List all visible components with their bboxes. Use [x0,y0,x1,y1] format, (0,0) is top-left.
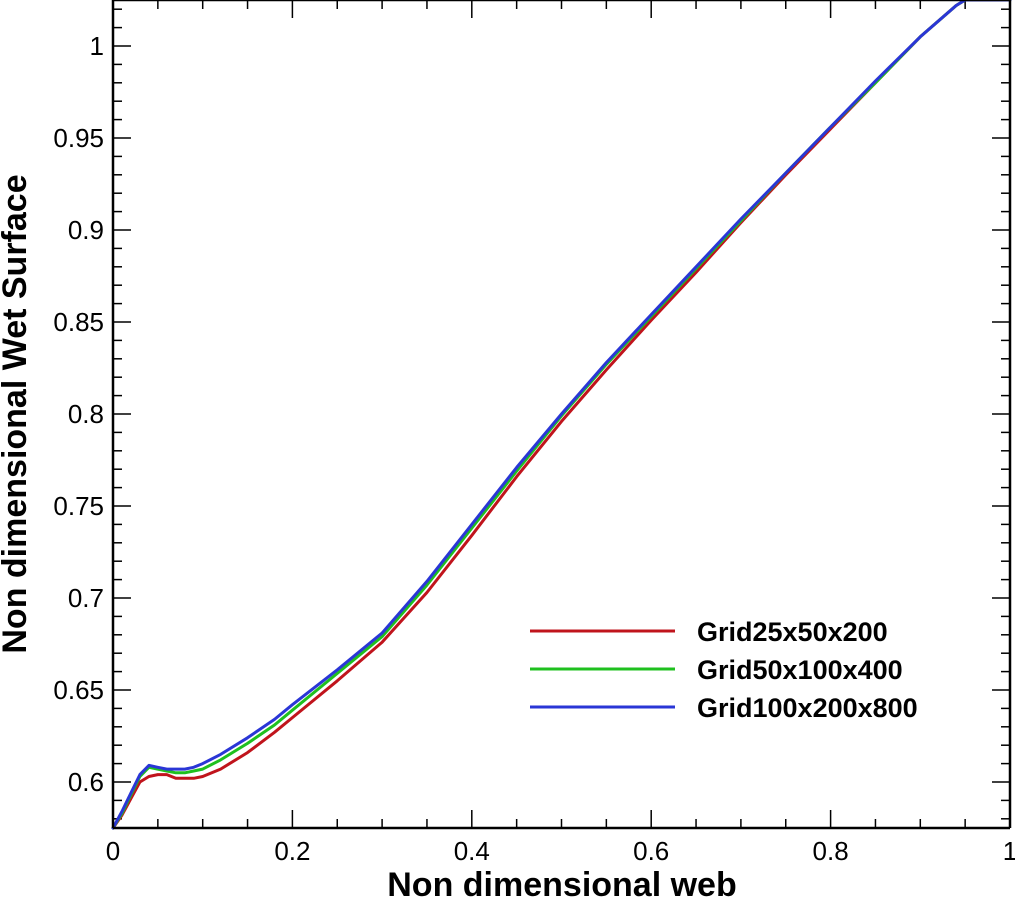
legend-label: Grid100x200x800 [697,693,918,723]
tick-marks [112,0,1011,828]
x-tick-label: 0.8 [813,836,849,866]
x-axis-title: Non dimensional web [387,866,736,900]
series-line-grid100x200x800 [111,0,1012,830]
series-lines [111,0,1012,830]
legend-label: Grid25x50x200 [697,617,888,647]
x-tick-labels: 0 0.2 0.4 0.6 0.8 1 [106,836,1015,866]
x-tick-label: 0.2 [274,836,310,866]
y-tick-label: 0.6 [68,767,104,797]
y-tick-label: 0.8 [68,399,104,429]
y-tick-label: 0.85 [53,307,104,337]
x-tick-label: 0.4 [454,836,490,866]
x-tick-label: 0.6 [633,836,669,866]
y-axis-title: Non dimensional Wet Surface [0,174,34,653]
y-tick-labels: 0.6 0.65 0.7 0.75 0.8 0.85 0.9 0.95 1 [53,31,104,797]
y-tick-label: 0.7 [68,583,104,613]
y-tick-label: 0.95 [53,123,104,153]
y-tick-label: 1 [90,31,104,61]
legend-label: Grid50x100x400 [697,655,903,685]
x-tick-label: 1 [1003,836,1015,866]
axes [111,0,1012,830]
legend: Grid25x50x200 Grid50x100x400 Grid100x200x8… [530,617,918,723]
y-tick-label: 0.9 [68,215,104,245]
x-tick-label: 0 [106,836,120,866]
y-tick-label: 0.75 [53,491,104,521]
y-tick-label: 0.65 [53,675,104,705]
